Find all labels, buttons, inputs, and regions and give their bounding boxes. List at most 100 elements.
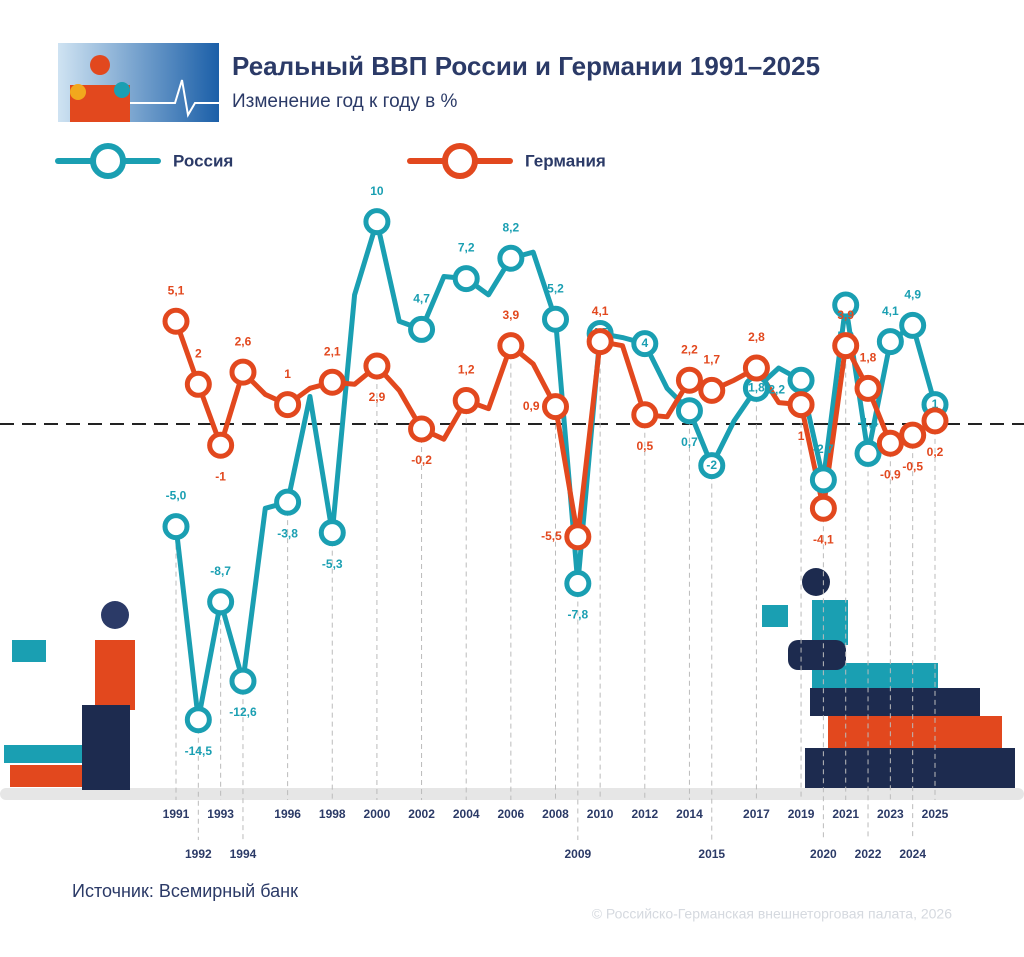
data-point: [542, 393, 569, 421]
data-point: [742, 354, 770, 382]
value-label: 1,8: [860, 351, 877, 365]
data-point: [809, 494, 837, 522]
data-point: [564, 569, 592, 597]
x-tick-label: 1998: [319, 807, 346, 821]
data-point: [832, 332, 860, 360]
value-label: -5,5: [541, 529, 562, 543]
x-tick-label: 2022: [855, 847, 882, 861]
data-point: [675, 397, 703, 425]
value-label: -14,5: [185, 744, 213, 758]
data-point: [318, 368, 346, 396]
value-label: 2,2: [681, 342, 698, 356]
decor-left: [0, 601, 1024, 800]
value-label: -0,9: [880, 467, 901, 481]
data-point: [497, 332, 525, 360]
value-label: 2,1: [324, 344, 341, 358]
data-point: [363, 352, 391, 380]
x-tick-label: 2017: [743, 807, 770, 821]
value-label: 2,2: [768, 382, 785, 396]
data-point: [318, 519, 346, 547]
data-point: [787, 366, 815, 394]
x-tick-label: 2006: [498, 807, 525, 821]
data-point: [698, 376, 726, 404]
x-tick-label: 2021: [832, 807, 859, 821]
value-label: -7,8: [567, 608, 588, 622]
data-point: [452, 265, 480, 293]
data-point: [184, 706, 212, 734]
data-point: [363, 208, 391, 236]
x-tick-label: 2015: [698, 847, 725, 861]
value-label: 2,9: [369, 390, 386, 404]
x-tick-label: 2024: [899, 847, 926, 861]
data-point: [452, 387, 480, 415]
data-point: [854, 439, 882, 467]
data-point: [162, 513, 190, 541]
data-point: [408, 315, 436, 343]
value-label: 8,2: [503, 220, 520, 234]
data-point: [809, 466, 837, 494]
data-point: [675, 366, 703, 394]
data-point: [229, 667, 257, 695]
value-label: -4,1: [813, 532, 834, 546]
value-label: 4: [641, 336, 648, 350]
value-label: -2,7: [813, 442, 834, 456]
x-tick-label: 2023: [877, 807, 904, 821]
value-label: -12,6: [229, 705, 257, 719]
x-tick-label: 1996: [274, 807, 301, 821]
data-point: [207, 588, 235, 616]
x-tick-label: 1994: [230, 847, 257, 861]
value-label: -2: [706, 458, 717, 472]
data-point: [274, 488, 302, 516]
value-label: 0,7: [681, 435, 698, 449]
value-label: -1: [215, 469, 226, 483]
value-label: 7,2: [458, 241, 475, 255]
value-label: 1,8: [748, 381, 765, 395]
data-point: [832, 291, 860, 319]
data-point: [564, 523, 592, 551]
value-label: 0,2: [927, 445, 944, 459]
x-tick-label: 2002: [408, 807, 435, 821]
value-label: 4,1: [882, 304, 899, 318]
x-tick-label: 1993: [207, 807, 234, 821]
data-point: [229, 358, 257, 386]
x-tick-label: 1991: [163, 807, 190, 821]
value-label: -0,2: [411, 453, 432, 467]
value-label: 1: [932, 397, 939, 411]
value-label: 0,5: [636, 439, 653, 453]
data-point: [497, 244, 525, 272]
value-label: 10: [370, 184, 384, 198]
x-tick-label: 2019: [788, 807, 815, 821]
value-label: 3,9: [503, 308, 520, 322]
value-label: 3,9: [837, 308, 854, 322]
x-tick-label: 2008: [542, 807, 569, 821]
x-tick-label: 2020: [810, 847, 837, 861]
value-label: 0,9: [523, 399, 540, 413]
value-label: 2: [195, 346, 202, 360]
legend-marker: [90, 143, 126, 179]
data-point: [184, 370, 212, 398]
x-tick-label: 2009: [564, 847, 591, 861]
chart-title: Реальный ВВП России и Германии 1991–2025: [232, 51, 820, 81]
value-label: 2,6: [235, 334, 252, 348]
value-label: 1,2: [458, 363, 475, 377]
value-label: 4,9: [904, 287, 921, 301]
value-label: 1: [284, 367, 291, 381]
legend-marker: [442, 143, 478, 179]
legend-label: Россия: [173, 151, 233, 170]
data-point: [274, 391, 302, 419]
value-label: -5,3: [322, 557, 343, 571]
source: Источник: Всемирный банк: [72, 881, 298, 901]
x-tick-label: 2010: [587, 807, 614, 821]
x-tick-label: 2025: [922, 807, 949, 821]
data-point: [854, 374, 882, 402]
value-label: 5,2: [547, 281, 564, 295]
chart-subtitle: Изменение год к году в %: [232, 91, 458, 112]
value-label: 5,1: [168, 283, 185, 297]
value-label: -1,4: [858, 416, 879, 430]
decor-right: [762, 568, 1015, 788]
value-label: 1: [798, 429, 805, 443]
header-icon: [58, 43, 219, 122]
value-label: -0,5: [902, 459, 923, 473]
data-point: [542, 305, 569, 333]
